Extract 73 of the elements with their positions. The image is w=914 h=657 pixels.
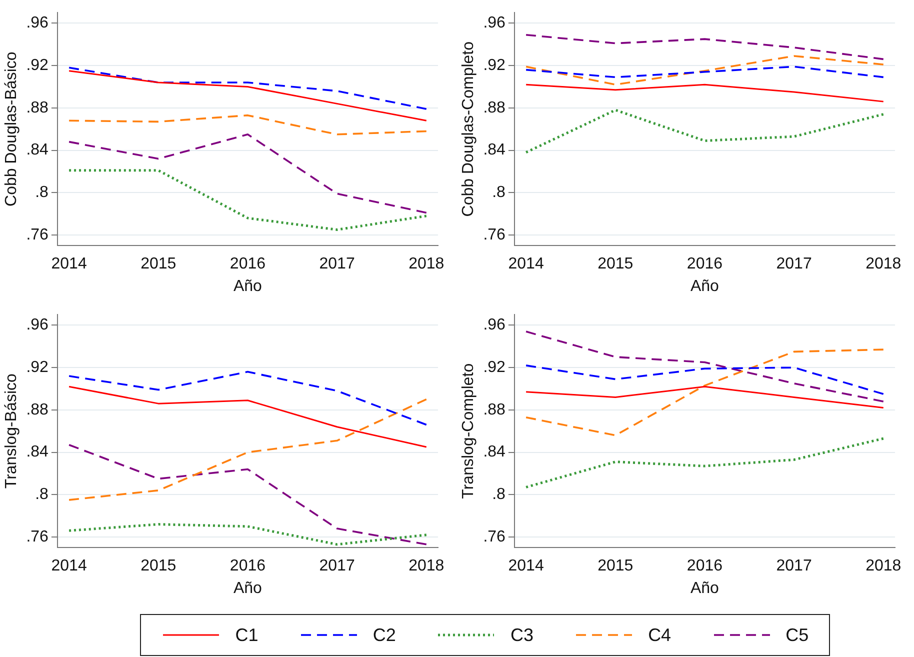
y-tick-label: .8 <box>35 486 49 504</box>
x-tick-label: 2014 <box>51 256 87 273</box>
y-tick-label: .76 <box>26 226 49 244</box>
line-series <box>525 364 884 395</box>
x-tick-label: 2015 <box>140 256 176 273</box>
x-tick-label: 2018 <box>408 558 444 575</box>
x-tick-label: 2015 <box>140 558 176 575</box>
line-series <box>68 66 428 110</box>
x-tick-label: 2014 <box>51 558 87 575</box>
y-tick-label: .84 <box>483 444 506 461</box>
x-tick-label: 2016 <box>686 558 723 575</box>
x-tick-label: 2017 <box>319 558 355 575</box>
y-tick-label: .96 <box>26 14 49 32</box>
line-series <box>68 169 428 231</box>
x-tick-label: 2014 <box>508 256 544 273</box>
y-tick-label: .92 <box>26 56 49 74</box>
x-tick-label: 2018 <box>866 256 902 273</box>
x-axis-title: Año <box>233 580 262 597</box>
line-series <box>68 114 428 136</box>
line-series <box>524 437 885 488</box>
line-series <box>68 133 428 214</box>
x-tick-label: 2014 <box>508 558 544 575</box>
y-tick-label: .76 <box>483 226 506 244</box>
y-tick-label: .96 <box>26 316 49 334</box>
y-tick-label: .92 <box>483 56 506 74</box>
y-axis-title: Translog-Completo <box>460 363 478 499</box>
x-tick-label: 2017 <box>776 256 812 273</box>
line-series <box>525 66 884 78</box>
y-tick-label: .8 <box>35 184 49 202</box>
x-tick-label: 2018 <box>408 256 444 273</box>
line-series <box>68 444 428 546</box>
x-tick-label: 2015 <box>598 256 634 273</box>
legend-label: C5 <box>786 624 809 646</box>
line-series <box>524 108 885 154</box>
x-axis-title: Año <box>233 278 262 295</box>
x-tick-label: 2017 <box>319 256 355 273</box>
x-tick-label: 2017 <box>776 558 812 575</box>
y-tick-label: .8 <box>492 184 506 202</box>
y-tick-label: .8 <box>492 486 506 504</box>
x-tick-label: 2016 <box>686 256 723 273</box>
y-tick-label: .84 <box>26 444 49 461</box>
y-axis-title: Cobb Douglas-Básico <box>3 52 20 206</box>
x-tick-label: 2018 <box>866 558 902 575</box>
legend-label: C3 <box>510 624 534 646</box>
legend-label: C2 <box>372 624 396 646</box>
y-axis-title: Translog-Básico <box>3 374 20 489</box>
y-tick-label: .88 <box>483 99 506 116</box>
line-series <box>525 348 884 436</box>
line-series <box>68 370 428 426</box>
line-series <box>525 55 884 86</box>
y-tick-label: .76 <box>483 528 506 546</box>
y-tick-label: .92 <box>483 358 506 376</box>
x-tick-label: 2016 <box>230 558 266 575</box>
line-series <box>525 34 884 60</box>
y-axis-title: Cobb Douglas-Completo <box>460 41 478 217</box>
y-tick-label: .92 <box>26 358 49 376</box>
y-tick-label: .84 <box>26 142 49 159</box>
x-axis-title: Año <box>690 278 720 295</box>
x-axis-title: Año <box>690 580 720 597</box>
x-tick-label: 2015 <box>598 558 634 575</box>
line-series <box>68 398 428 501</box>
legend-label: C1 <box>235 624 258 646</box>
y-tick-label: .96 <box>483 14 506 32</box>
line-series <box>68 523 428 546</box>
y-tick-label: .84 <box>483 142 506 159</box>
x-tick-label: 2016 <box>230 256 266 273</box>
y-tick-label: .88 <box>483 401 506 418</box>
y-tick-label: .96 <box>483 316 506 334</box>
legend-label: C4 <box>648 624 672 646</box>
y-tick-label: .76 <box>26 528 49 546</box>
y-tick-label: .88 <box>26 401 49 418</box>
line-series <box>525 330 884 402</box>
y-tick-label: .88 <box>26 99 49 116</box>
